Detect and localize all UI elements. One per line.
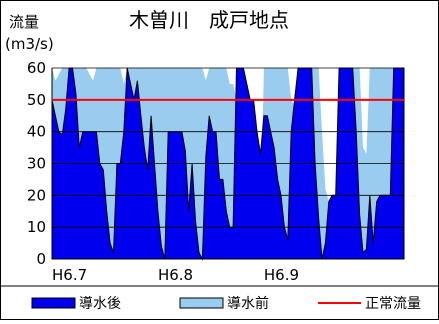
y-tick-label-40: 40 (27, 123, 46, 141)
x-tick-label-H6.8: H6.8 (158, 266, 193, 284)
chart-title: 木曽川 成戸地点 (129, 8, 289, 32)
y-tick-label-60: 60 (27, 59, 46, 77)
chart-svg: 流量 (m3/s) 木曽川 成戸地点 0 10 20 30 40 50 60 H6.7 H6.8… (1, 1, 438, 319)
legend-swatch-after-diversion (32, 298, 75, 308)
legend-label-normal-flow: 正常流量 (365, 296, 421, 312)
x-tick-label-H6.7: H6.7 (52, 266, 87, 284)
y-tick-label-30: 30 (27, 155, 46, 173)
y-tick-label-0: 0 (36, 250, 46, 268)
legend-label-before-diversion: 導水前 (227, 295, 269, 312)
y-axis-label-line-2: (m3/s) (5, 35, 54, 53)
y-axis-label-line-1: 流量 (9, 13, 39, 31)
legend: 導水後 導水前 正常流量 (1, 286, 438, 312)
legend-swatch-before-diversion (180, 298, 223, 308)
y-tick-label-50: 50 (27, 91, 46, 109)
y-tick-label-10: 10 (27, 218, 46, 236)
legend-label-after-diversion: 導水後 (79, 296, 121, 312)
x-tick-label-H6.9: H6.9 (264, 266, 299, 284)
plot-area: 0 10 20 30 40 50 60 H6.7 H6.8 H6.9 (27, 59, 404, 284)
y-tick-label-20: 20 (27, 186, 46, 204)
